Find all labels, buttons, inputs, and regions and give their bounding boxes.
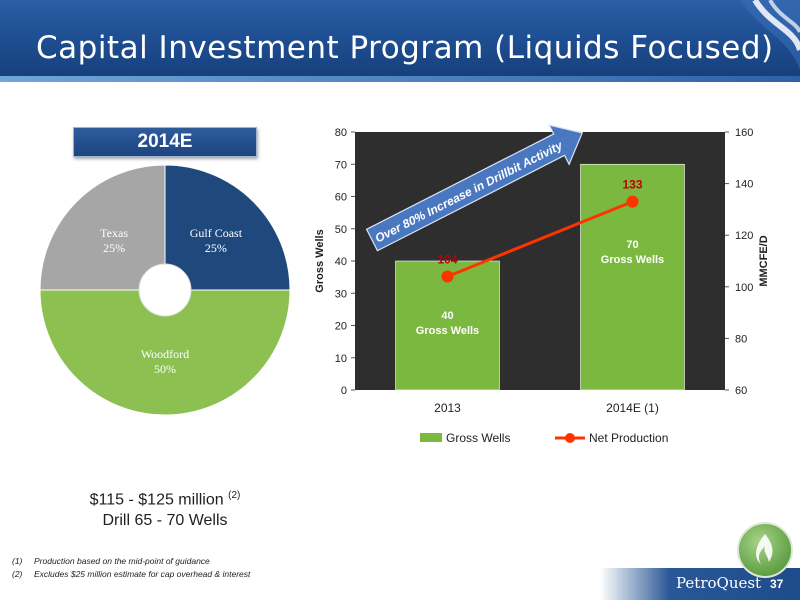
arrow-shape	[365, 124, 584, 252]
capex-summary: $115 - $125 million (2) Drill 65 - 70 We…	[40, 485, 290, 531]
y2-tick-label: 120	[735, 230, 753, 242]
company-logo-icon	[737, 522, 793, 578]
pie-slice-label: Woodford	[141, 347, 189, 361]
combo-chart: 0 10 20 30 40 50 60 70 80 60 80 100 120 140 160 Gross W…	[314, 124, 770, 445]
y2-tick-label: 60	[735, 385, 747, 397]
x-tick-label: 2014E (1)	[606, 401, 659, 415]
y-tick-label: 20	[335, 321, 347, 333]
y-tick-label: 80	[335, 127, 347, 139]
bar-sub-label: Gross Wells	[601, 254, 664, 266]
y2-tick-label: 100	[735, 282, 753, 294]
logo-swoosh-decoration	[740, 0, 800, 70]
pie-slice	[39, 289, 291, 416]
legend-swatch-bar	[420, 433, 442, 442]
flame-icon	[756, 534, 773, 564]
pie-slice-label: Gulf Coast	[190, 226, 243, 240]
net-production-point	[626, 195, 639, 208]
bar-value-label: 70	[626, 239, 638, 251]
y-tick-label: 40	[335, 256, 347, 268]
page-title: Capital Investment Program (Liquids Focu…	[36, 30, 774, 66]
pie-slice-value: 50%	[154, 362, 176, 376]
net-production-line	[446, 200, 634, 278]
capex-footnote-ref: (2)	[228, 490, 241, 501]
y-tick-label: 50	[335, 224, 347, 236]
x-tick-label: 2013	[434, 401, 461, 415]
pie-hole	[138, 263, 192, 317]
pie-slice-label: Texas	[100, 226, 128, 240]
page-number: 37	[770, 577, 784, 591]
bar-sub-label: Gross Wells	[416, 325, 479, 337]
title-underline	[0, 76, 800, 82]
y2-tick-label: 140	[735, 179, 753, 191]
net-production-label: 104	[437, 252, 457, 266]
well-count: Drill 65 - 70 Wells	[102, 512, 228, 530]
legend-label: Gross Wells	[446, 431, 510, 445]
footnotes: (1) Production based on the mid-point of…	[12, 555, 250, 581]
y-tick-label: 60	[335, 192, 347, 204]
footnote-text: Production based on the mid-point of gui…	[34, 556, 210, 566]
brand-name: PetroQuest	[676, 574, 762, 592]
y-tick-label: 30	[335, 288, 347, 300]
y-tick-label: 10	[335, 353, 347, 365]
footnote-number: (2)	[12, 569, 23, 579]
footnote: (2) Excludes $25 million estimate for ca…	[12, 568, 250, 581]
y2-axis-title: MMCFE/D	[758, 235, 770, 286]
net-production-label: 133	[622, 178, 642, 192]
bar-value-label: 40	[441, 310, 453, 322]
bar	[395, 260, 500, 391]
y2-tick-label: 160	[735, 127, 753, 139]
y-axis-title: Gross Wells	[314, 229, 326, 292]
y-tick-label: 70	[335, 159, 347, 171]
footnote-text: Excludes $25 million estimate for cap ov…	[34, 569, 251, 579]
legend-swatch-marker	[565, 433, 575, 443]
pie-slice-value: 25%	[103, 241, 125, 255]
y-tick-label: 0	[341, 385, 347, 397]
legend-label: Net Production	[589, 431, 668, 445]
pie-slice-value: 25%	[205, 241, 227, 255]
y2-tick-label: 80	[735, 333, 747, 345]
footnote-number: (1)	[12, 556, 23, 566]
footnote: (1) Production based on the mid-point of…	[12, 555, 250, 568]
pie-year-label: 2014E	[73, 127, 257, 157]
pie-slice	[39, 164, 166, 291]
capex-range: $115 - $125 million	[89, 491, 224, 509]
title-bar: Capital Investment Program (Liquids Focu…	[0, 0, 800, 80]
pie-slice	[164, 164, 291, 291]
net-production-point	[441, 270, 454, 283]
